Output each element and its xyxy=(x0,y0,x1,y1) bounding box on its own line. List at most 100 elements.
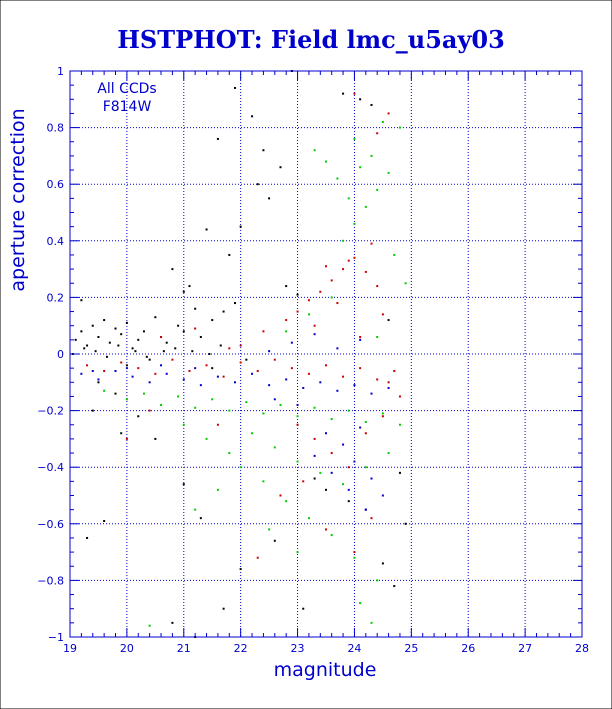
data-point xyxy=(199,336,202,339)
data-point xyxy=(347,409,350,412)
data-point xyxy=(279,403,282,406)
x-tick-label: 27 xyxy=(518,642,532,655)
data-point xyxy=(233,381,236,384)
data-point xyxy=(370,154,373,157)
data-point xyxy=(381,412,384,415)
data-point xyxy=(160,336,163,339)
data-point xyxy=(330,296,333,299)
data-point xyxy=(205,364,208,367)
data-point xyxy=(387,381,390,384)
data-point xyxy=(342,239,345,242)
data-point xyxy=(313,333,316,336)
y-tick-label: 0.4 xyxy=(47,235,65,248)
data-point xyxy=(342,443,345,446)
data-point xyxy=(347,500,350,503)
data-point xyxy=(154,316,157,319)
data-point xyxy=(376,132,379,135)
data-point xyxy=(182,483,185,486)
data-point xyxy=(91,409,94,412)
data-point xyxy=(103,369,106,372)
data-point xyxy=(80,330,83,333)
data-point xyxy=(393,253,396,256)
data-point xyxy=(256,369,259,372)
data-point xyxy=(228,409,231,412)
data-point xyxy=(279,166,282,169)
data-point xyxy=(80,299,83,302)
data-point xyxy=(134,350,137,353)
data-point xyxy=(105,355,108,358)
data-point xyxy=(325,265,327,268)
grid-lines xyxy=(70,71,582,637)
data-point xyxy=(342,483,345,486)
data-point xyxy=(359,367,362,370)
data-point xyxy=(330,452,333,455)
data-point xyxy=(83,347,86,350)
data-point xyxy=(142,392,145,395)
y-tick-label: −0.6 xyxy=(37,518,64,531)
data-point xyxy=(359,98,362,101)
data-point xyxy=(296,310,299,313)
data-point xyxy=(296,423,299,426)
data-point xyxy=(290,367,293,370)
data-point xyxy=(342,375,345,378)
data-point xyxy=(381,562,384,565)
data-point xyxy=(211,319,214,322)
x-tick-label: 28 xyxy=(575,642,589,655)
data-point xyxy=(319,471,322,474)
data-point xyxy=(330,418,333,421)
data-point xyxy=(216,488,219,491)
data-point xyxy=(330,534,333,537)
data-point xyxy=(239,361,242,364)
data-point xyxy=(148,624,151,627)
data-point xyxy=(347,466,350,469)
annotation-ccds: All CCDs xyxy=(97,81,156,97)
data-point xyxy=(114,327,117,330)
data-point xyxy=(364,420,367,423)
data-point xyxy=(336,177,339,180)
data-point xyxy=(251,115,254,118)
data-point xyxy=(211,398,214,401)
data-point xyxy=(404,522,407,525)
data-point xyxy=(398,423,401,426)
data-point xyxy=(86,344,89,347)
data-point xyxy=(120,333,123,336)
data-point xyxy=(165,372,168,375)
data-point xyxy=(307,299,310,302)
data-point xyxy=(165,341,168,344)
data-point xyxy=(296,415,299,418)
data-point xyxy=(199,384,202,387)
data-point xyxy=(313,437,316,440)
data-point xyxy=(330,471,333,474)
data-point xyxy=(353,460,356,463)
data-point xyxy=(256,556,259,559)
data-point xyxy=(199,517,202,520)
data-point xyxy=(262,412,265,415)
data-point xyxy=(97,381,100,384)
data-point xyxy=(194,327,197,330)
data-point xyxy=(279,494,282,497)
data-point xyxy=(245,358,248,361)
data-point xyxy=(370,392,373,395)
data-point xyxy=(256,183,259,186)
data-point xyxy=(174,347,177,350)
data-point xyxy=(313,324,316,327)
data-point xyxy=(154,437,157,440)
data-point xyxy=(353,137,356,140)
x-tick-label: 26 xyxy=(461,642,475,655)
x-tick-labels: 19 20 21 22 23 24 25 26 27 28 xyxy=(63,642,589,655)
data-point xyxy=(296,460,299,463)
data-point xyxy=(94,350,97,353)
data-point xyxy=(353,222,356,225)
data-point xyxy=(273,446,276,449)
data-point xyxy=(319,290,322,293)
data-point xyxy=(103,519,106,522)
data-point xyxy=(359,602,362,605)
data-point xyxy=(307,372,310,375)
data-point xyxy=(364,270,367,273)
data-point xyxy=(376,336,379,339)
data-point xyxy=(313,477,316,480)
data-point xyxy=(160,403,163,406)
axis-ticks xyxy=(69,70,583,638)
data-point xyxy=(137,367,140,370)
data-point xyxy=(188,369,191,372)
